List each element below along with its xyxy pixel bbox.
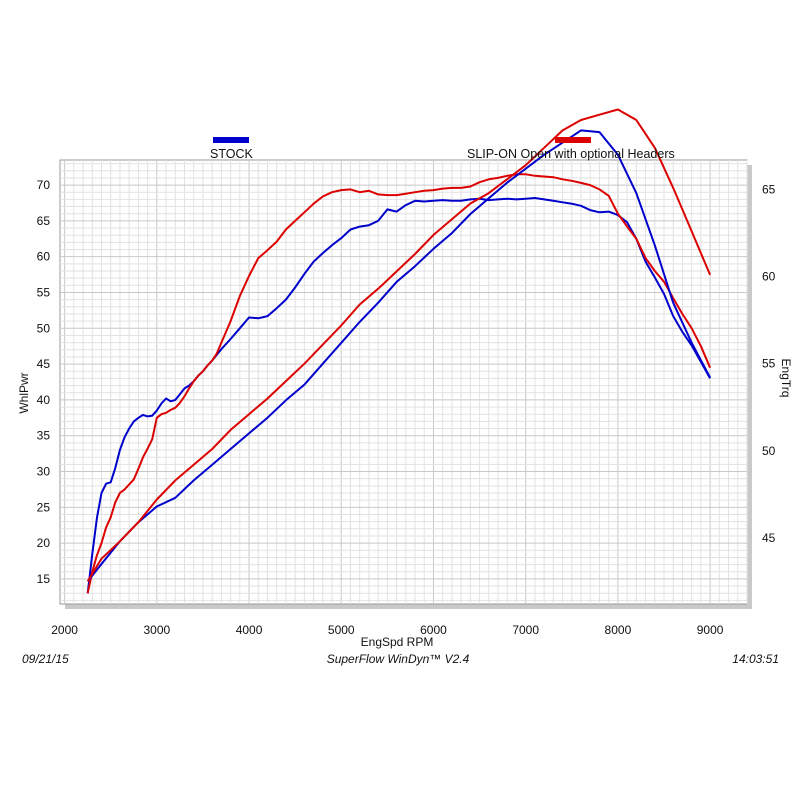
x-tick-label: 7000: [512, 623, 539, 637]
y2-tick-label: 50: [762, 444, 776, 458]
x-tick-label: 5000: [328, 623, 355, 637]
x-axis-title: EngSpd RPM: [361, 635, 434, 649]
tick-labels: 2000 3000 4000 5000 6000 7000 8000 9000 15 20 25 30…: [37, 178, 776, 637]
x-tick-label: 8000: [605, 623, 632, 637]
y-tick-label: 15: [37, 572, 51, 586]
y2-tick-label: 45: [762, 531, 776, 545]
y-tick-label: 50: [37, 321, 51, 335]
y-tick-label: 60: [37, 250, 51, 264]
footer-date: 09/21/15: [22, 652, 69, 666]
x-tick-label: 6000: [420, 623, 447, 637]
y-tick-label: 40: [37, 393, 51, 407]
legend-label-headers: SLIP-ON Open with optional Headers: [467, 147, 675, 161]
y-tick-label: 45: [37, 357, 51, 371]
legend-swatch-headers: [555, 137, 591, 143]
y-tick-label: 55: [37, 285, 51, 299]
y2-tick-label: 60: [762, 270, 776, 284]
x-tick-label: 2000: [51, 623, 78, 637]
footer-time: 14:03:51: [732, 652, 779, 666]
y2-tick-label: 65: [762, 183, 776, 197]
y-tick-label: 65: [37, 214, 51, 228]
y-tick-label: 20: [37, 536, 51, 550]
stock-torque-line: [86, 129, 711, 583]
x-tick-label: 3000: [143, 623, 170, 637]
y2-axis-title: EngTrq: [779, 359, 793, 398]
x-tick-label: 9000: [697, 623, 724, 637]
grid: [60, 160, 748, 604]
y-axis-title: WhlPwr: [17, 372, 31, 413]
y-tick-label: 70: [37, 178, 51, 192]
legend-label-stock: STOCK: [210, 147, 253, 161]
y2-tick-label: 55: [762, 357, 776, 371]
series-layer: [86, 108, 712, 594]
headers-power-line: [86, 173, 712, 594]
x-tick-label: 4000: [236, 623, 263, 637]
footer-software: SuperFlow WinDyn™ V2.4: [326, 652, 470, 666]
plot-area: [59, 159, 748, 605]
y-tick-label: 30: [37, 465, 51, 479]
y-tick-label: 35: [37, 429, 51, 443]
stock-power-line: [86, 197, 711, 594]
legend-swatch-stock: [213, 137, 249, 143]
headers-torque-line: [86, 108, 712, 582]
y-tick-label: 25: [37, 500, 51, 514]
